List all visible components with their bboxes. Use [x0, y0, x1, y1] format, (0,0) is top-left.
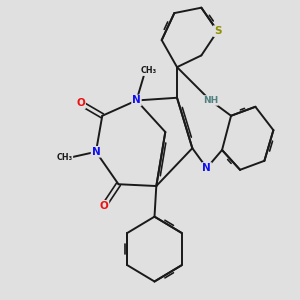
Text: O: O: [100, 201, 108, 211]
Text: CH₃: CH₃: [140, 66, 156, 75]
Text: CH₃: CH₃: [56, 153, 73, 162]
Text: N: N: [202, 163, 211, 173]
Text: N: N: [92, 147, 100, 157]
Text: S: S: [214, 26, 221, 36]
Text: N: N: [132, 95, 141, 106]
Text: NH: NH: [203, 96, 218, 105]
Text: O: O: [76, 98, 85, 108]
